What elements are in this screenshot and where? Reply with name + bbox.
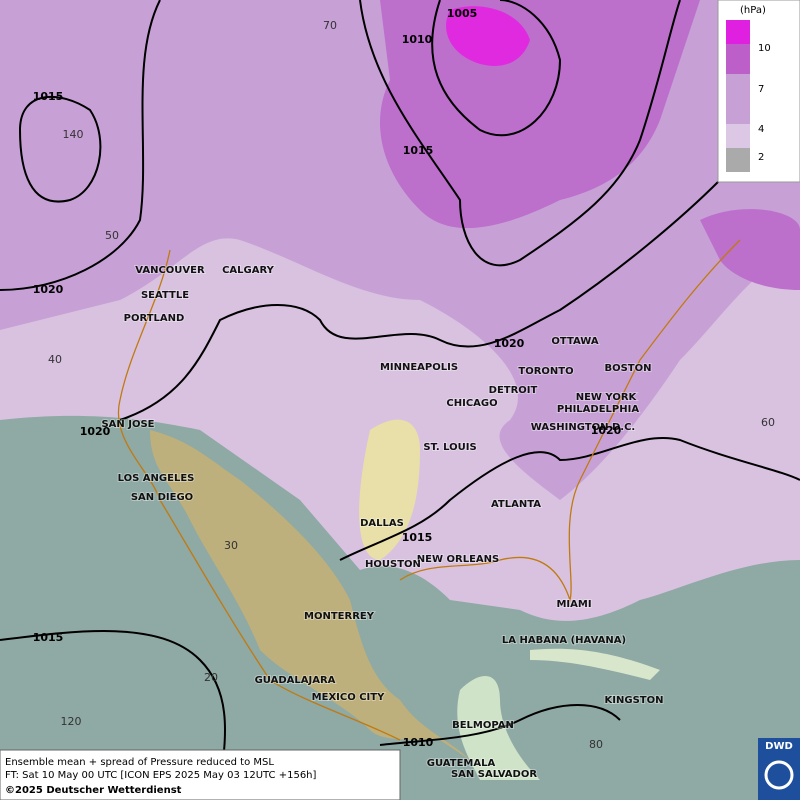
legend-level: 4 <box>758 124 764 135</box>
isobar <box>431 0 562 137</box>
caption-line: Ensemble mean + spread of Pressure reduc… <box>5 757 274 768</box>
city-label: KINGSTON <box>605 695 664 706</box>
city-label: TORONTO <box>518 366 573 377</box>
isobar-label: 1020 <box>33 283 64 296</box>
legend-level: 7 <box>758 84 764 95</box>
isobar <box>379 704 621 746</box>
isobar <box>359 0 681 267</box>
coastlines <box>117 239 741 741</box>
city-label: GUATEMALA <box>427 758 496 769</box>
graticule-label: 80 <box>589 738 603 751</box>
graticule-label: 140 <box>63 128 84 141</box>
city-label: LA HABANA (HAVANA) <box>502 635 626 646</box>
isobar-label: 1020 <box>591 424 622 437</box>
city-label: NEW ORLEANS <box>417 554 499 565</box>
city-label: GUADALAJARA <box>255 675 336 686</box>
legend-swatch <box>726 124 750 148</box>
isobar-label: 1015 <box>402 531 433 544</box>
coastline <box>399 239 741 603</box>
spread-high <box>380 0 700 229</box>
city-label: ST. LOUIS <box>423 442 476 453</box>
city-label: SAN DIEGO <box>131 492 193 503</box>
logo-text: DWD <box>765 741 793 752</box>
city-label: SAN SALVADOR <box>451 769 537 780</box>
isobar-label: 1015 <box>33 90 64 103</box>
isobar <box>18 96 102 203</box>
graticule-label: 20 <box>204 671 218 684</box>
coastline <box>117 249 401 741</box>
caption-line: FT: Sat 10 May 00 UTC [ICON EPS 2025 May… <box>5 770 317 781</box>
city-label: BOSTON <box>604 363 651 374</box>
city-label: MIAMI <box>556 599 591 610</box>
isobar-label: 1015 <box>403 144 434 157</box>
graticule-label: 30 <box>224 539 238 552</box>
city-label: PORTLAND <box>124 313 185 324</box>
caption-line: ©2025 Deutscher Wetterdienst <box>5 785 182 796</box>
city-label: CALGARY <box>222 265 275 276</box>
isobar-label: 1015 <box>33 631 64 644</box>
city-label: DALLAS <box>360 518 404 529</box>
city-label: VANCOUVER <box>135 265 205 276</box>
legend-swatch <box>726 148 750 172</box>
city-label: CHICAGO <box>446 398 497 409</box>
city-label: MEXICO CITY <box>312 692 385 703</box>
city-label: NEW YORK <box>576 392 638 403</box>
city-label: OTTAWA <box>551 336 598 347</box>
legend-swatch <box>726 44 750 74</box>
graticule-label: 120 <box>61 715 82 728</box>
legend-swatch <box>726 74 750 124</box>
city-label: BELMOPAN <box>452 720 514 731</box>
caption-box <box>0 749 401 801</box>
city-label: WASHINGTON D.C. <box>531 422 635 433</box>
legend-unit: (hPa) <box>740 5 766 16</box>
graticule-label: 40 <box>48 353 62 366</box>
city-label: SAN JOSE <box>101 419 154 430</box>
isobar-label: 1020 <box>494 337 525 350</box>
isobar-label: 1020 <box>80 425 111 438</box>
isobar <box>339 437 800 561</box>
city-label: MONTERREY <box>304 611 375 622</box>
spread-high <box>700 209 800 290</box>
city-label: HOUSTON <box>365 559 421 570</box>
city-label: DETROIT <box>489 385 538 396</box>
isobar-label: 1010 <box>403 736 434 749</box>
isobar-label: 1005 <box>447 7 478 20</box>
terrain-mexico <box>150 430 470 760</box>
isobar-label: 1010 <box>402 33 433 46</box>
graticule-label: 70 <box>323 19 337 32</box>
logo-box <box>758 738 800 800</box>
graticule-label: 50 <box>105 229 119 242</box>
city-label: LOS ANGELES <box>118 473 195 484</box>
city-label: SEATTLE <box>141 290 189 301</box>
isobar <box>119 159 800 421</box>
cuba <box>530 648 660 680</box>
city-label: PHILADELPHIA <box>557 404 639 415</box>
spread-max <box>446 6 530 66</box>
graticule-label: 60 <box>761 416 775 429</box>
legend-swatch <box>726 20 750 44</box>
logo-swirl <box>764 760 794 790</box>
city-label: MINNEAPOLIS <box>380 362 458 373</box>
terrain-plains <box>359 419 420 560</box>
legend-level: 10 <box>758 43 771 54</box>
isobar <box>0 0 161 291</box>
city-label: ATLANTA <box>491 499 541 510</box>
legend-level: 2 <box>758 152 764 163</box>
